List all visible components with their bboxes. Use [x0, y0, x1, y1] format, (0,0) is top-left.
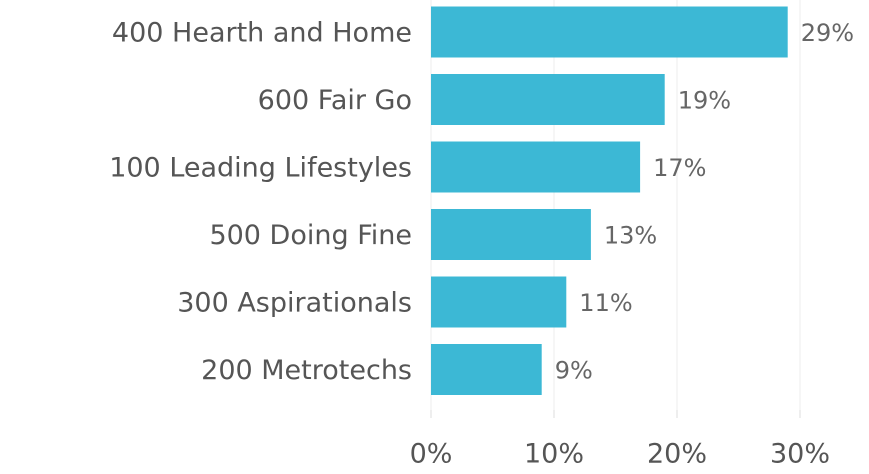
category-label: 400 Hearth and Home	[112, 18, 412, 49]
x-tick-label: 0%	[410, 439, 453, 470]
bar	[431, 141, 641, 193]
value-label: 13%	[604, 222, 657, 250]
x-tick-label: 10%	[524, 439, 584, 470]
category-label: 200 Metrotechs	[201, 355, 412, 386]
bar	[431, 209, 591, 260]
category-label: 500 Doing Fine	[209, 220, 412, 251]
category-label: 600 Fair Go	[258, 85, 412, 116]
category-label: 100 Leading Lifestyles	[109, 153, 412, 184]
bar	[431, 6, 788, 58]
category-label: 300 Aspirationals	[177, 288, 412, 319]
value-label: 11%	[579, 289, 632, 317]
x-tick-label: 30%	[770, 439, 830, 470]
bar	[431, 74, 665, 125]
value-label: 9%	[555, 357, 593, 385]
category-labels: 400 Hearth and Home 600 Fair Go 100 Leadin…	[109, 18, 412, 387]
value-label: 17%	[653, 154, 706, 182]
value-label: 19%	[678, 87, 731, 115]
value-label: 29%	[801, 19, 854, 47]
bar	[431, 344, 542, 395]
bar	[431, 276, 567, 328]
x-tick-label: 20%	[647, 439, 707, 470]
